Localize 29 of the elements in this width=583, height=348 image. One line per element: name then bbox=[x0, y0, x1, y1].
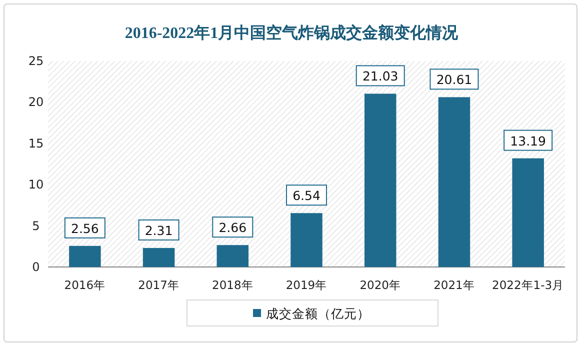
bar bbox=[290, 213, 322, 267]
x-tick-label: 2021年 bbox=[434, 278, 475, 292]
y-tick-label: 20 bbox=[28, 95, 44, 110]
x-tick-label: 2022年1-3月 bbox=[492, 278, 564, 292]
bar bbox=[142, 248, 175, 267]
data-label: 21.03 bbox=[362, 68, 398, 84]
y-tick-label: 10 bbox=[28, 178, 44, 192]
x-tick-label: 2020年 bbox=[360, 278, 401, 292]
y-tick-label: 15 bbox=[28, 136, 44, 150]
x-tick-label: 2019年 bbox=[286, 278, 328, 292]
data-label: 2.31 bbox=[144, 222, 173, 238]
bar bbox=[364, 94, 396, 267]
y-tick-label: 5 bbox=[32, 218, 40, 233]
x-tick-label: 2018年 bbox=[212, 278, 254, 292]
legend-label: 成交金额（亿元） bbox=[266, 306, 370, 321]
data-label: 2.56 bbox=[71, 220, 99, 236]
x-tick-label: 2016年 bbox=[64, 278, 106, 292]
bar bbox=[512, 158, 544, 267]
chart-title: 2016-2022年1月中国空气炸锅成交金额变化情况 bbox=[124, 23, 460, 42]
bar bbox=[216, 245, 249, 267]
data-label: 13.19 bbox=[510, 133, 546, 148]
data-label: 2.66 bbox=[218, 220, 247, 236]
x-tick-label: 2017年 bbox=[138, 278, 180, 292]
y-tick-label: 25 bbox=[28, 54, 44, 68]
data-label: 6.54 bbox=[292, 188, 320, 204]
data-label: 20.61 bbox=[436, 72, 472, 88]
y-tick-label: 0 bbox=[32, 260, 40, 274]
bar bbox=[438, 97, 470, 267]
bar bbox=[69, 246, 101, 267]
